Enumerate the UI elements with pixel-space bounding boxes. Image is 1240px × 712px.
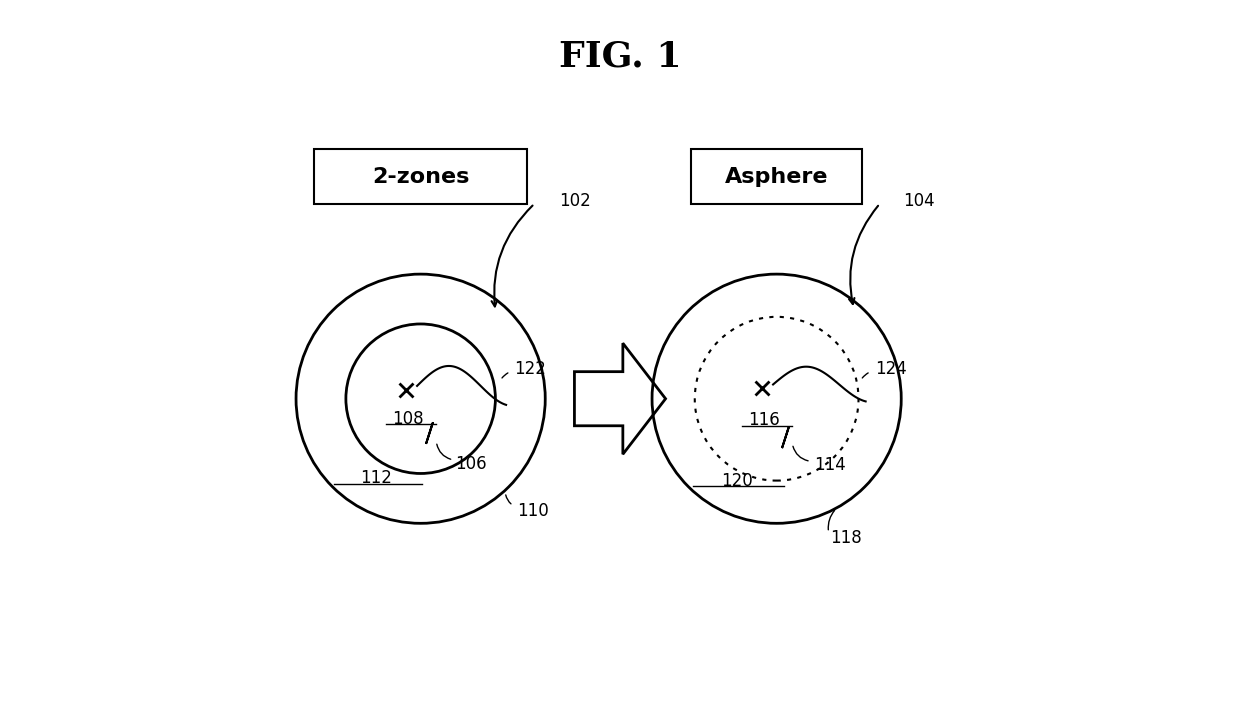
Text: 104: 104 xyxy=(904,192,935,210)
FancyBboxPatch shape xyxy=(691,149,862,204)
Text: 108: 108 xyxy=(392,409,424,428)
Text: 116: 116 xyxy=(748,411,780,429)
Text: 118: 118 xyxy=(830,528,862,547)
Text: 2-zones: 2-zones xyxy=(372,167,469,187)
Text: 120: 120 xyxy=(722,471,754,490)
Text: 114: 114 xyxy=(813,456,846,474)
Text: 124: 124 xyxy=(875,360,906,378)
Text: 106: 106 xyxy=(455,455,486,473)
Text: Asphere: Asphere xyxy=(725,167,828,187)
FancyBboxPatch shape xyxy=(314,149,527,204)
Polygon shape xyxy=(574,343,666,454)
Text: 102: 102 xyxy=(559,192,591,210)
Text: FIG. 1: FIG. 1 xyxy=(559,40,681,74)
Text: 110: 110 xyxy=(517,502,548,520)
Text: 112: 112 xyxy=(361,469,392,488)
Text: 122: 122 xyxy=(515,360,547,378)
